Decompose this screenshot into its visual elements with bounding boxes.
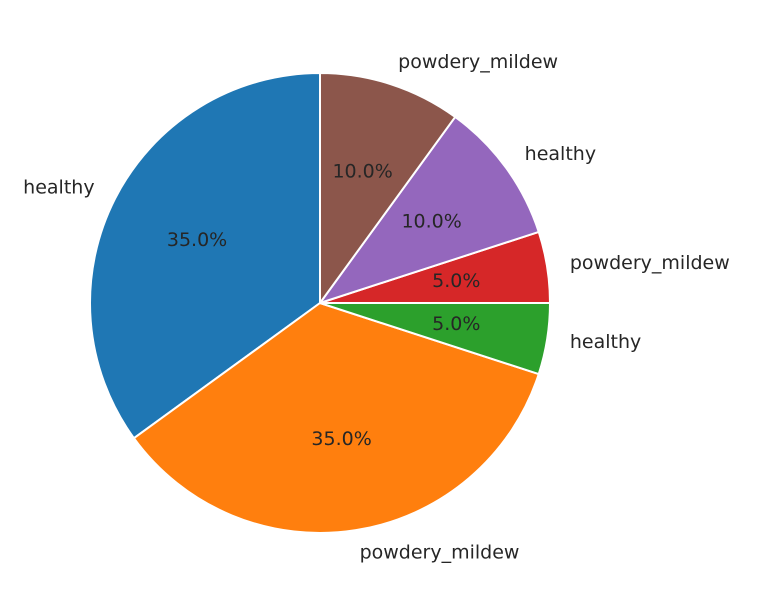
slice-label: powdery_mildew <box>360 541 520 563</box>
pie-slice <box>319 72 457 304</box>
slice-percentage-label: 5.0% <box>432 270 480 292</box>
pie-slice <box>319 115 540 304</box>
pie-slice <box>89 72 321 440</box>
slice-label: healthy <box>23 177 94 199</box>
slice-percentage-label: 10.0% <box>332 160 392 182</box>
pie-labels: healthy 35.0% powdery_mildew 35.0% healthy 5.… <box>23 51 730 564</box>
slice-label: healthy <box>525 143 596 165</box>
slice-label: healthy <box>570 331 641 353</box>
slice-percentage-label: 5.0% <box>432 313 480 335</box>
slice-percentage-label: 35.0% <box>167 229 227 251</box>
pie-slice <box>132 302 540 534</box>
slice-percentage-label: 35.0% <box>311 428 371 450</box>
slice-percentage-label: 10.0% <box>401 210 461 232</box>
slice-label: powdery_mildew <box>570 252 730 274</box>
slice-label: powdery_mildew <box>398 51 558 73</box>
pie-slices <box>89 72 551 534</box>
